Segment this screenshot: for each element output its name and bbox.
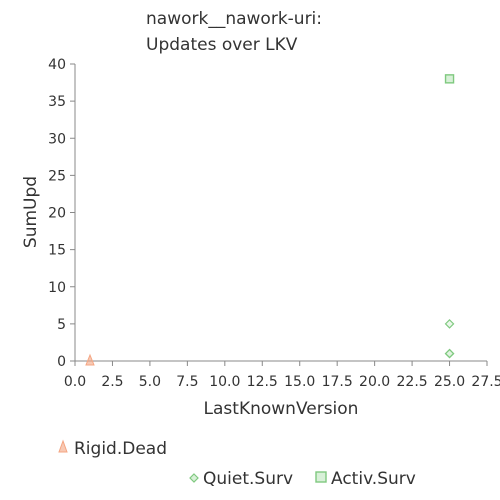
x-tick-label: 17.5 — [322, 374, 353, 390]
legend-item-rigid-dead: Rigid.Dead — [58, 439, 167, 459]
legend: Rigid.Dead Quiet.Surv Activ.Surv — [58, 439, 416, 489]
chart-title-line-1: nawork__nawork-uri: — [146, 9, 322, 29]
y-axis-label: SumUpd — [21, 176, 41, 248]
data-point-diamond — [444, 319, 455, 329]
y-tick-label: 40 — [48, 57, 66, 73]
x-ticks: 0.0 2.5 5.0 7.5 10.0 12.5 15.0 17.5 20.0 22.5 25.0… — [64, 361, 500, 390]
chart-title-line-2: Updates over LKV — [146, 35, 298, 55]
legend-label-quiet-surv: Quiet.Surv — [203, 469, 293, 489]
x-tick-label: 15.0 — [284, 374, 315, 390]
legend-label-activ-surv: Activ.Surv — [331, 469, 416, 489]
x-tick-label: 2.5 — [101, 374, 123, 390]
x-tick-label: 27.5 — [471, 374, 500, 390]
data-point-diamond — [444, 348, 455, 359]
legend-marker-square — [315, 471, 327, 483]
data-points — [85, 74, 455, 366]
y-tick-label: 15 — [48, 243, 66, 259]
x-axis-label: LastKnownVersion — [204, 399, 359, 419]
x-tick-label: 25.0 — [434, 374, 465, 390]
legend-item-activ-surv: Activ.Surv — [315, 469, 416, 489]
x-tick-label: 12.5 — [247, 374, 278, 390]
legend-marker-diamond — [189, 473, 199, 483]
y-tick-label: 30 — [48, 131, 66, 147]
x-tick-label: 22.5 — [397, 374, 428, 390]
x-tick-label: 20.0 — [359, 374, 390, 390]
y-tick-label: 10 — [48, 280, 66, 296]
y-tick-label: 20 — [48, 206, 66, 222]
data-point-square — [444, 74, 455, 84]
legend-item-quiet-surv: Quiet.Surv — [189, 469, 293, 489]
y-tick-label: 0 — [57, 354, 66, 370]
legend-label-rigid-dead: Rigid.Dead — [74, 439, 167, 459]
x-tick-label: 7.5 — [176, 374, 198, 390]
y-tick-label: 5 — [57, 317, 66, 333]
x-tick-label: 0.0 — [64, 374, 86, 390]
x-tick-label: 10.0 — [209, 374, 240, 390]
y-tick-label: 35 — [48, 94, 66, 110]
x-tick-label: 5.0 — [139, 374, 161, 390]
legend-marker-triangle — [58, 439, 68, 453]
y-tick-label: 25 — [48, 168, 66, 184]
y-ticks: 0 5 10 15 20 25 30 35 40 — [48, 57, 75, 370]
axes — [74, 64, 487, 362]
data-point-triangle — [85, 353, 95, 366]
